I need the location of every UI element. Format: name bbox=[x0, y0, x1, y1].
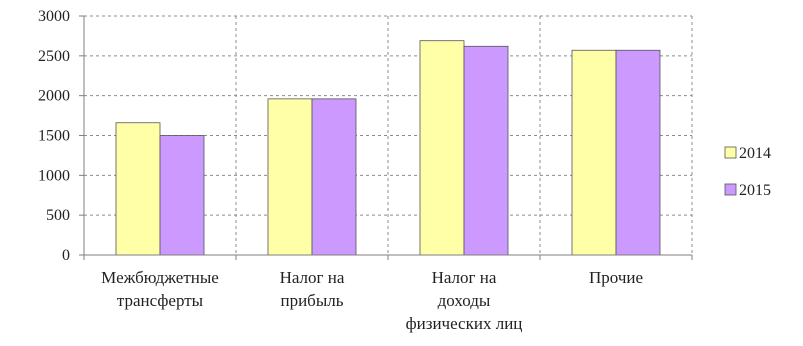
x-axis-category-labels: Межбюджетные трансферты Налог на прибыль Нал… bbox=[101, 268, 643, 333]
x-category-label: доходы bbox=[438, 291, 491, 310]
x-category-label: Налог на bbox=[432, 268, 497, 287]
x-category-label: Межбюджетные bbox=[101, 268, 219, 287]
x-category-label: Налог на bbox=[280, 268, 345, 287]
bar-2014-0 bbox=[115, 122, 161, 256]
legend-swatch-2014 bbox=[724, 146, 737, 159]
legend-label: 2015 bbox=[739, 182, 771, 199]
y-tick-label: 2500 bbox=[38, 48, 70, 65]
y-tick-label: 2000 bbox=[38, 88, 70, 105]
bar-2015-0 bbox=[159, 135, 205, 256]
x-category-label: трансферты bbox=[117, 291, 204, 310]
bar-2015-1 bbox=[311, 98, 357, 256]
legend-swatch-2015 bbox=[724, 183, 737, 196]
bar-2014-3 bbox=[571, 49, 617, 256]
y-axis-tick-labels: 0 500 1000 1500 2000 2500 3000 bbox=[38, 8, 70, 264]
bar-2015-2 bbox=[463, 45, 509, 256]
y-tick-label: 1500 bbox=[38, 128, 70, 145]
x-category-label: физических лиц bbox=[406, 314, 523, 333]
bar-2014-2 bbox=[419, 40, 465, 256]
legend-label: 2014 bbox=[739, 145, 771, 162]
axis-layer bbox=[79, 15, 693, 260]
y-tick-label: 0 bbox=[62, 247, 70, 264]
y-tick-label: 1000 bbox=[38, 167, 70, 184]
y-tick-label: 3000 bbox=[38, 8, 70, 25]
bar-2015-3 bbox=[615, 49, 661, 256]
y-tick-label: 500 bbox=[46, 207, 70, 224]
bars-layer bbox=[115, 40, 661, 256]
x-category-label: прибыль bbox=[280, 291, 343, 310]
x-category-label: Прочие bbox=[589, 268, 643, 287]
legend: 2014 2015 bbox=[724, 145, 771, 199]
bar-2014-1 bbox=[267, 98, 313, 256]
